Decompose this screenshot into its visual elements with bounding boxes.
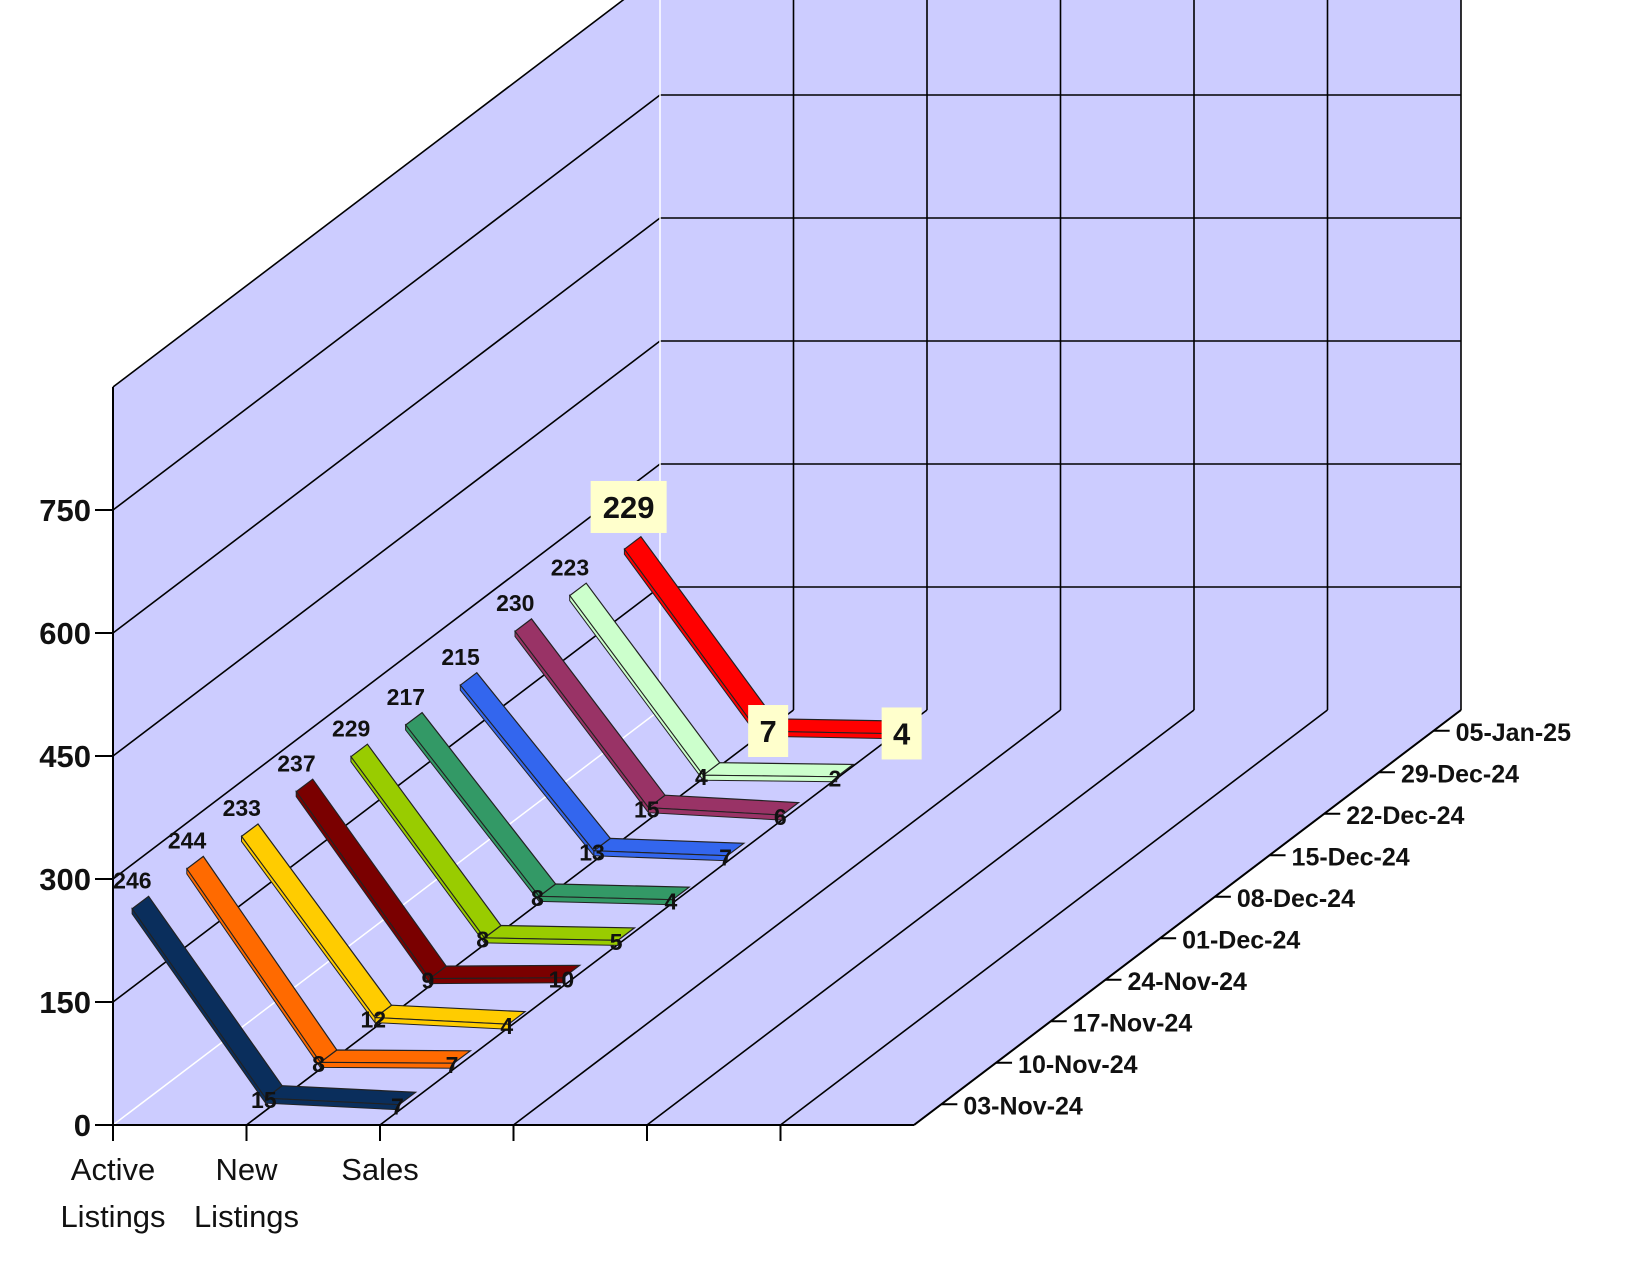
y-tick-label: 0: [74, 1108, 91, 1143]
data-label: 6: [774, 804, 787, 830]
data-label: 8: [531, 885, 544, 911]
chart-ribbons: [131, 535, 910, 1111]
data-label: 4: [500, 1013, 513, 1039]
ribbon-edge: [405, 723, 540, 903]
side-wall-gridline: [112, 217, 661, 634]
ribbon-edge: [295, 790, 431, 986]
floor-gridline: [646, 709, 1195, 1126]
chart-gridlines: [112, 0, 1462, 1126]
depth-tick-label: 22-Dec-24: [1346, 802, 1464, 830]
data-label: 4: [893, 716, 911, 751]
data-label: 8: [312, 1051, 325, 1077]
data-label: 229: [603, 490, 655, 525]
data-label: 4: [664, 888, 677, 914]
chart-axes: 0 150 300 450 600 750 Active Listings New Listing…: [39, 387, 1571, 1234]
data-label: 15: [634, 796, 660, 822]
y-tick-label: 600: [39, 616, 91, 651]
side-wall-gridline: [112, 0, 625, 388]
depth-tick-label: 10-Nov-24: [1018, 1051, 1138, 1079]
data-label: 7: [719, 845, 732, 871]
data-label-box: [881, 707, 922, 760]
depth-tick-label: 29-Dec-24: [1401, 760, 1519, 788]
ribbon-edge: [319, 1061, 455, 1069]
depth-tick-label: 17-Nov-24: [1073, 1009, 1193, 1037]
x-tick-label: Active Listings: [60, 1152, 165, 1234]
floor-gridline: [780, 709, 1328, 1126]
ribbon-edge: [186, 867, 321, 1070]
data-label-box: [590, 480, 667, 533]
data-label: 8: [476, 927, 489, 953]
ribbon-edge: [459, 683, 595, 858]
ribbon-edge: [131, 907, 267, 1105]
data-label: 13: [579, 840, 605, 866]
depth-tick-label: 01-Dec-24: [1182, 926, 1300, 954]
data-label-box: [748, 705, 789, 758]
data-label: 7: [391, 1094, 404, 1120]
data-label: 15: [251, 1087, 277, 1113]
side-wall-gridline: [112, 340, 661, 757]
ribbon-edge: [429, 977, 564, 985]
y-tick-label: 450: [39, 739, 91, 774]
data-label: 244: [168, 828, 207, 854]
depth-tick-label: 08-Dec-24: [1237, 885, 1355, 913]
data-label: 2: [829, 766, 842, 792]
data-label: 217: [387, 684, 425, 710]
data-label: 12: [360, 1006, 386, 1032]
ribbon-edge: [241, 834, 376, 1025]
side-wall-gridline: [112, 94, 661, 511]
data-label: 4: [695, 764, 708, 790]
y-tick-label: 750: [39, 493, 91, 528]
ribbon-edge: [569, 594, 704, 782]
data-label: 229: [332, 715, 370, 741]
depth-tick-label: 03-Nov-24: [963, 1092, 1083, 1120]
data-label: 233: [223, 795, 261, 821]
side-wall-gridline: [112, 463, 661, 880]
data-label: 10: [549, 967, 575, 993]
data-label: 7: [446, 1052, 459, 1078]
data-label: 9: [422, 967, 435, 993]
ribbon-edge: [350, 755, 485, 945]
ribbon-edge: [702, 774, 838, 783]
y-tick-label: 300: [39, 862, 91, 897]
depth-tick-label: 05-Jan-25: [1456, 719, 1571, 747]
data-label: 7: [760, 714, 777, 749]
ribbon-edge: [514, 629, 649, 815]
data-label: 223: [551, 554, 589, 580]
depth-tick-label: 24-Nov-24: [1127, 968, 1247, 996]
data-label: 215: [441, 644, 480, 670]
x-tick-label: New Listings: [194, 1152, 299, 1234]
floor-gridline: [513, 709, 1061, 1126]
depth-tick-label: 15-Dec-24: [1292, 843, 1410, 871]
y-tick-label: 150: [39, 985, 91, 1020]
data-label: 237: [277, 750, 315, 776]
data-label: 5: [610, 929, 623, 955]
data-label: 246: [113, 868, 151, 894]
depth-axis-line: [913, 709, 1462, 1126]
x-tick-label: Sales: [341, 1152, 419, 1187]
chart-walls: [113, 0, 1461, 1125]
data-label: 230: [496, 590, 534, 616]
